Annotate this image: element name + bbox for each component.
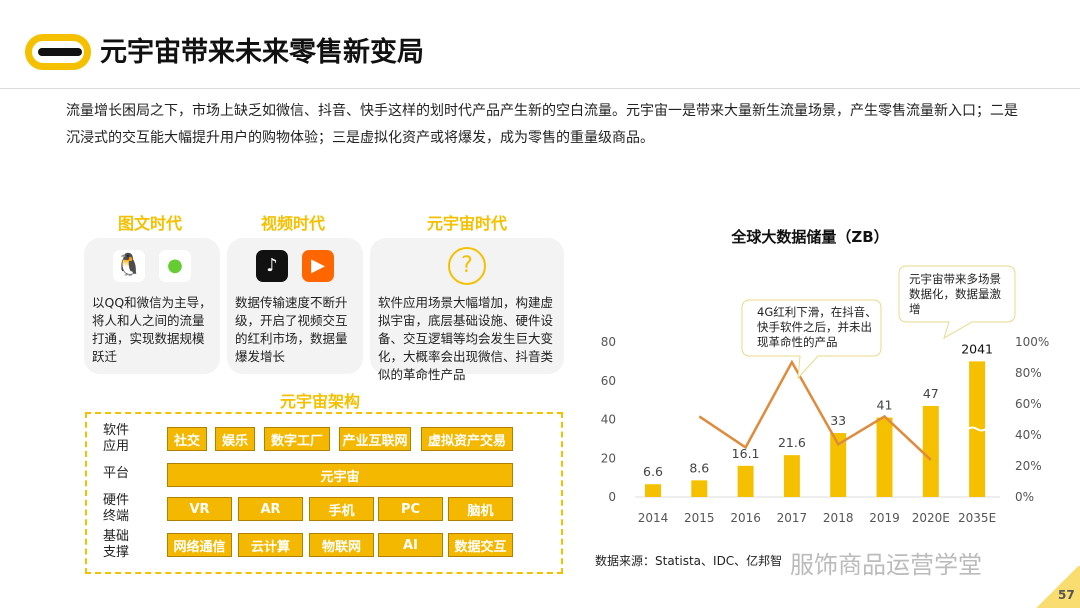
era-title-video: 视频时代 bbox=[260, 214, 325, 233]
arch-block: AI bbox=[378, 533, 443, 557]
callout-bubble bbox=[741, 299, 882, 380]
bar-label: 41 bbox=[877, 398, 893, 413]
y-left-tick: 80 bbox=[601, 335, 616, 349]
bar-label: 6.6 bbox=[643, 464, 663, 479]
row-label: 平台 bbox=[103, 466, 130, 481]
era-title-text: 图文时代 bbox=[117, 214, 182, 233]
arch-block: 虚拟资产交易 bbox=[421, 427, 513, 451]
callout-text: 元宇宙带来多场景数据化，数据量激增 bbox=[909, 272, 1001, 316]
arch-block: 娱乐 bbox=[215, 427, 255, 451]
bar bbox=[830, 433, 847, 497]
arch-block: 产业互联网 bbox=[339, 427, 411, 451]
era-card-metaverse: ? 软件应用场景大幅增加，构建虚拟宇宙，底层基础设施、硬件设备、交互逻辑等均会发… bbox=[370, 238, 564, 382]
arch-row-platform: 平台 元宇宙 bbox=[87, 460, 561, 490]
row-label: 基础支撑 bbox=[103, 529, 130, 560]
arch-block: 数据交互 bbox=[448, 533, 513, 557]
x-tick: 2018 bbox=[823, 511, 854, 525]
page-number: 57 bbox=[1058, 588, 1075, 602]
divider bbox=[0, 88, 1080, 89]
y-left-tick: 40 bbox=[601, 413, 616, 427]
arch-block: PC bbox=[378, 497, 443, 521]
arch-block: VR bbox=[167, 497, 232, 521]
arch-row-software: 软件应用 社交 娱乐 数字工厂 产业互联网 虚拟资产交易 bbox=[87, 423, 561, 454]
row-label: 软件应用 bbox=[103, 423, 130, 454]
arch-row-hardware: 硬件终端 VR AR 手机 PC 脑机 bbox=[87, 493, 561, 524]
y-right-tick: 40% bbox=[1015, 428, 1042, 442]
y-left-tick: 0 bbox=[608, 490, 616, 504]
arch-block: 云计算 bbox=[238, 533, 303, 557]
row-label: 硬件终端 bbox=[103, 493, 130, 524]
page-title: 元宇宙带来未来零售新变局 bbox=[100, 37, 424, 68]
y-left-tick: 60 bbox=[601, 374, 616, 388]
y-right-tick: 20% bbox=[1015, 459, 1042, 473]
architecture-diagram: 软件应用 社交 娱乐 数字工厂 产业互联网 虚拟资产交易 平台 元宇宙 硬件终端… bbox=[85, 412, 563, 574]
kuaishou-icon: ▶ bbox=[302, 250, 334, 282]
y-right-tick: 0% bbox=[1015, 490, 1034, 504]
bar-label: 47 bbox=[923, 386, 939, 401]
architecture-title: 元宇宙架构 bbox=[279, 392, 360, 411]
era-desc: 以QQ和微信为主导，将人和人之间的流量打通，实现数据规模跃迁 bbox=[92, 295, 212, 364]
x-tick: 2035E bbox=[958, 511, 996, 525]
y-right-tick: 60% bbox=[1015, 397, 1042, 411]
arch-block: 数字工厂 bbox=[264, 427, 330, 451]
bar bbox=[876, 417, 893, 497]
y-right-tick: 100% bbox=[1015, 335, 1049, 349]
data-source: 数据来源：Statista、IDC、亿邦智 bbox=[595, 554, 783, 568]
bar bbox=[737, 465, 754, 497]
callout-bubble bbox=[898, 265, 1016, 340]
arch-block: 脑机 bbox=[448, 497, 513, 521]
arch-block: 网络通信 bbox=[167, 533, 232, 557]
arch-block: AR bbox=[238, 497, 303, 521]
y-right-tick: 80% bbox=[1015, 366, 1042, 380]
era-desc: 数据传输速度不断升级，开启了视频交互的红利市场，数据量爆发增长 bbox=[235, 295, 348, 364]
bar bbox=[691, 480, 708, 497]
intro-text: 流量增长困局之下，市场上缺乏如微信、抖音、快手这样的划时代产品产生新的空白流量。… bbox=[66, 103, 1018, 146]
bar-label: 2041 bbox=[961, 341, 993, 356]
bar bbox=[783, 455, 800, 497]
x-tick: 2017 bbox=[777, 511, 808, 525]
watermark: 服饰商品运营学堂 bbox=[790, 551, 982, 579]
bar bbox=[922, 405, 939, 497]
bar-label: 21.6 bbox=[778, 435, 806, 450]
axis-break-mark bbox=[967, 426, 987, 432]
page-corner bbox=[1035, 566, 1080, 608]
arch-block: 手机 bbox=[309, 497, 374, 521]
callout-text: 4G红利下滑，在抖音、快手软件之后，并未出现革命性的产品 bbox=[757, 305, 877, 349]
era-card-video: ♪ ▶ 数据传输速度不断升级，开启了视频交互的红利市场，数据量爆发增长 bbox=[227, 238, 363, 374]
logo-icon bbox=[25, 34, 91, 70]
x-tick: 2016 bbox=[730, 511, 761, 525]
bar bbox=[645, 484, 661, 497]
era-card-text: 🐧 ● 以QQ和微信为主导，将人和人之间的流量打通，实现数据规模跃迁 bbox=[84, 238, 220, 374]
x-tick: 2014 bbox=[638, 511, 669, 525]
bar-label: 8.6 bbox=[689, 460, 709, 475]
douyin-icon: ♪ bbox=[256, 250, 288, 282]
arch-block: 物联网 bbox=[309, 533, 374, 557]
question-bubble-icon: ? bbox=[448, 247, 486, 285]
chart-title: 全球大数据储量（ZB） bbox=[730, 228, 888, 246]
storage-chart: 全球大数据储量（ZB） 0 20 40 60 80 0% 20% 40% 60% 80% 100% 6.… bbox=[601, 228, 1050, 525]
growth-line bbox=[698, 359, 932, 461]
x-tick: 2020E bbox=[912, 511, 950, 525]
era-title-metaverse: 元宇宙时代 bbox=[426, 214, 507, 233]
bar-label: 33 bbox=[830, 413, 846, 428]
qq-icon: 🐧 bbox=[113, 250, 145, 282]
arch-block: 元宇宙 bbox=[167, 463, 513, 487]
bar-label: 16.1 bbox=[732, 446, 760, 461]
y-left-tick: 20 bbox=[601, 451, 616, 465]
x-tick: 2015 bbox=[684, 511, 715, 525]
arch-block: 社交 bbox=[167, 427, 207, 451]
arch-row-infrastructure: 基础支撑 网络通信 云计算 物联网 AI 数据交互 bbox=[87, 529, 561, 560]
wechat-icon: ● bbox=[159, 250, 191, 282]
era-desc: 软件应用场景大幅增加，构建虚拟宇宙，底层基础设施、硬件设备、交互逻辑等均会发生巨… bbox=[378, 295, 554, 382]
x-tick: 2019 bbox=[869, 511, 900, 525]
